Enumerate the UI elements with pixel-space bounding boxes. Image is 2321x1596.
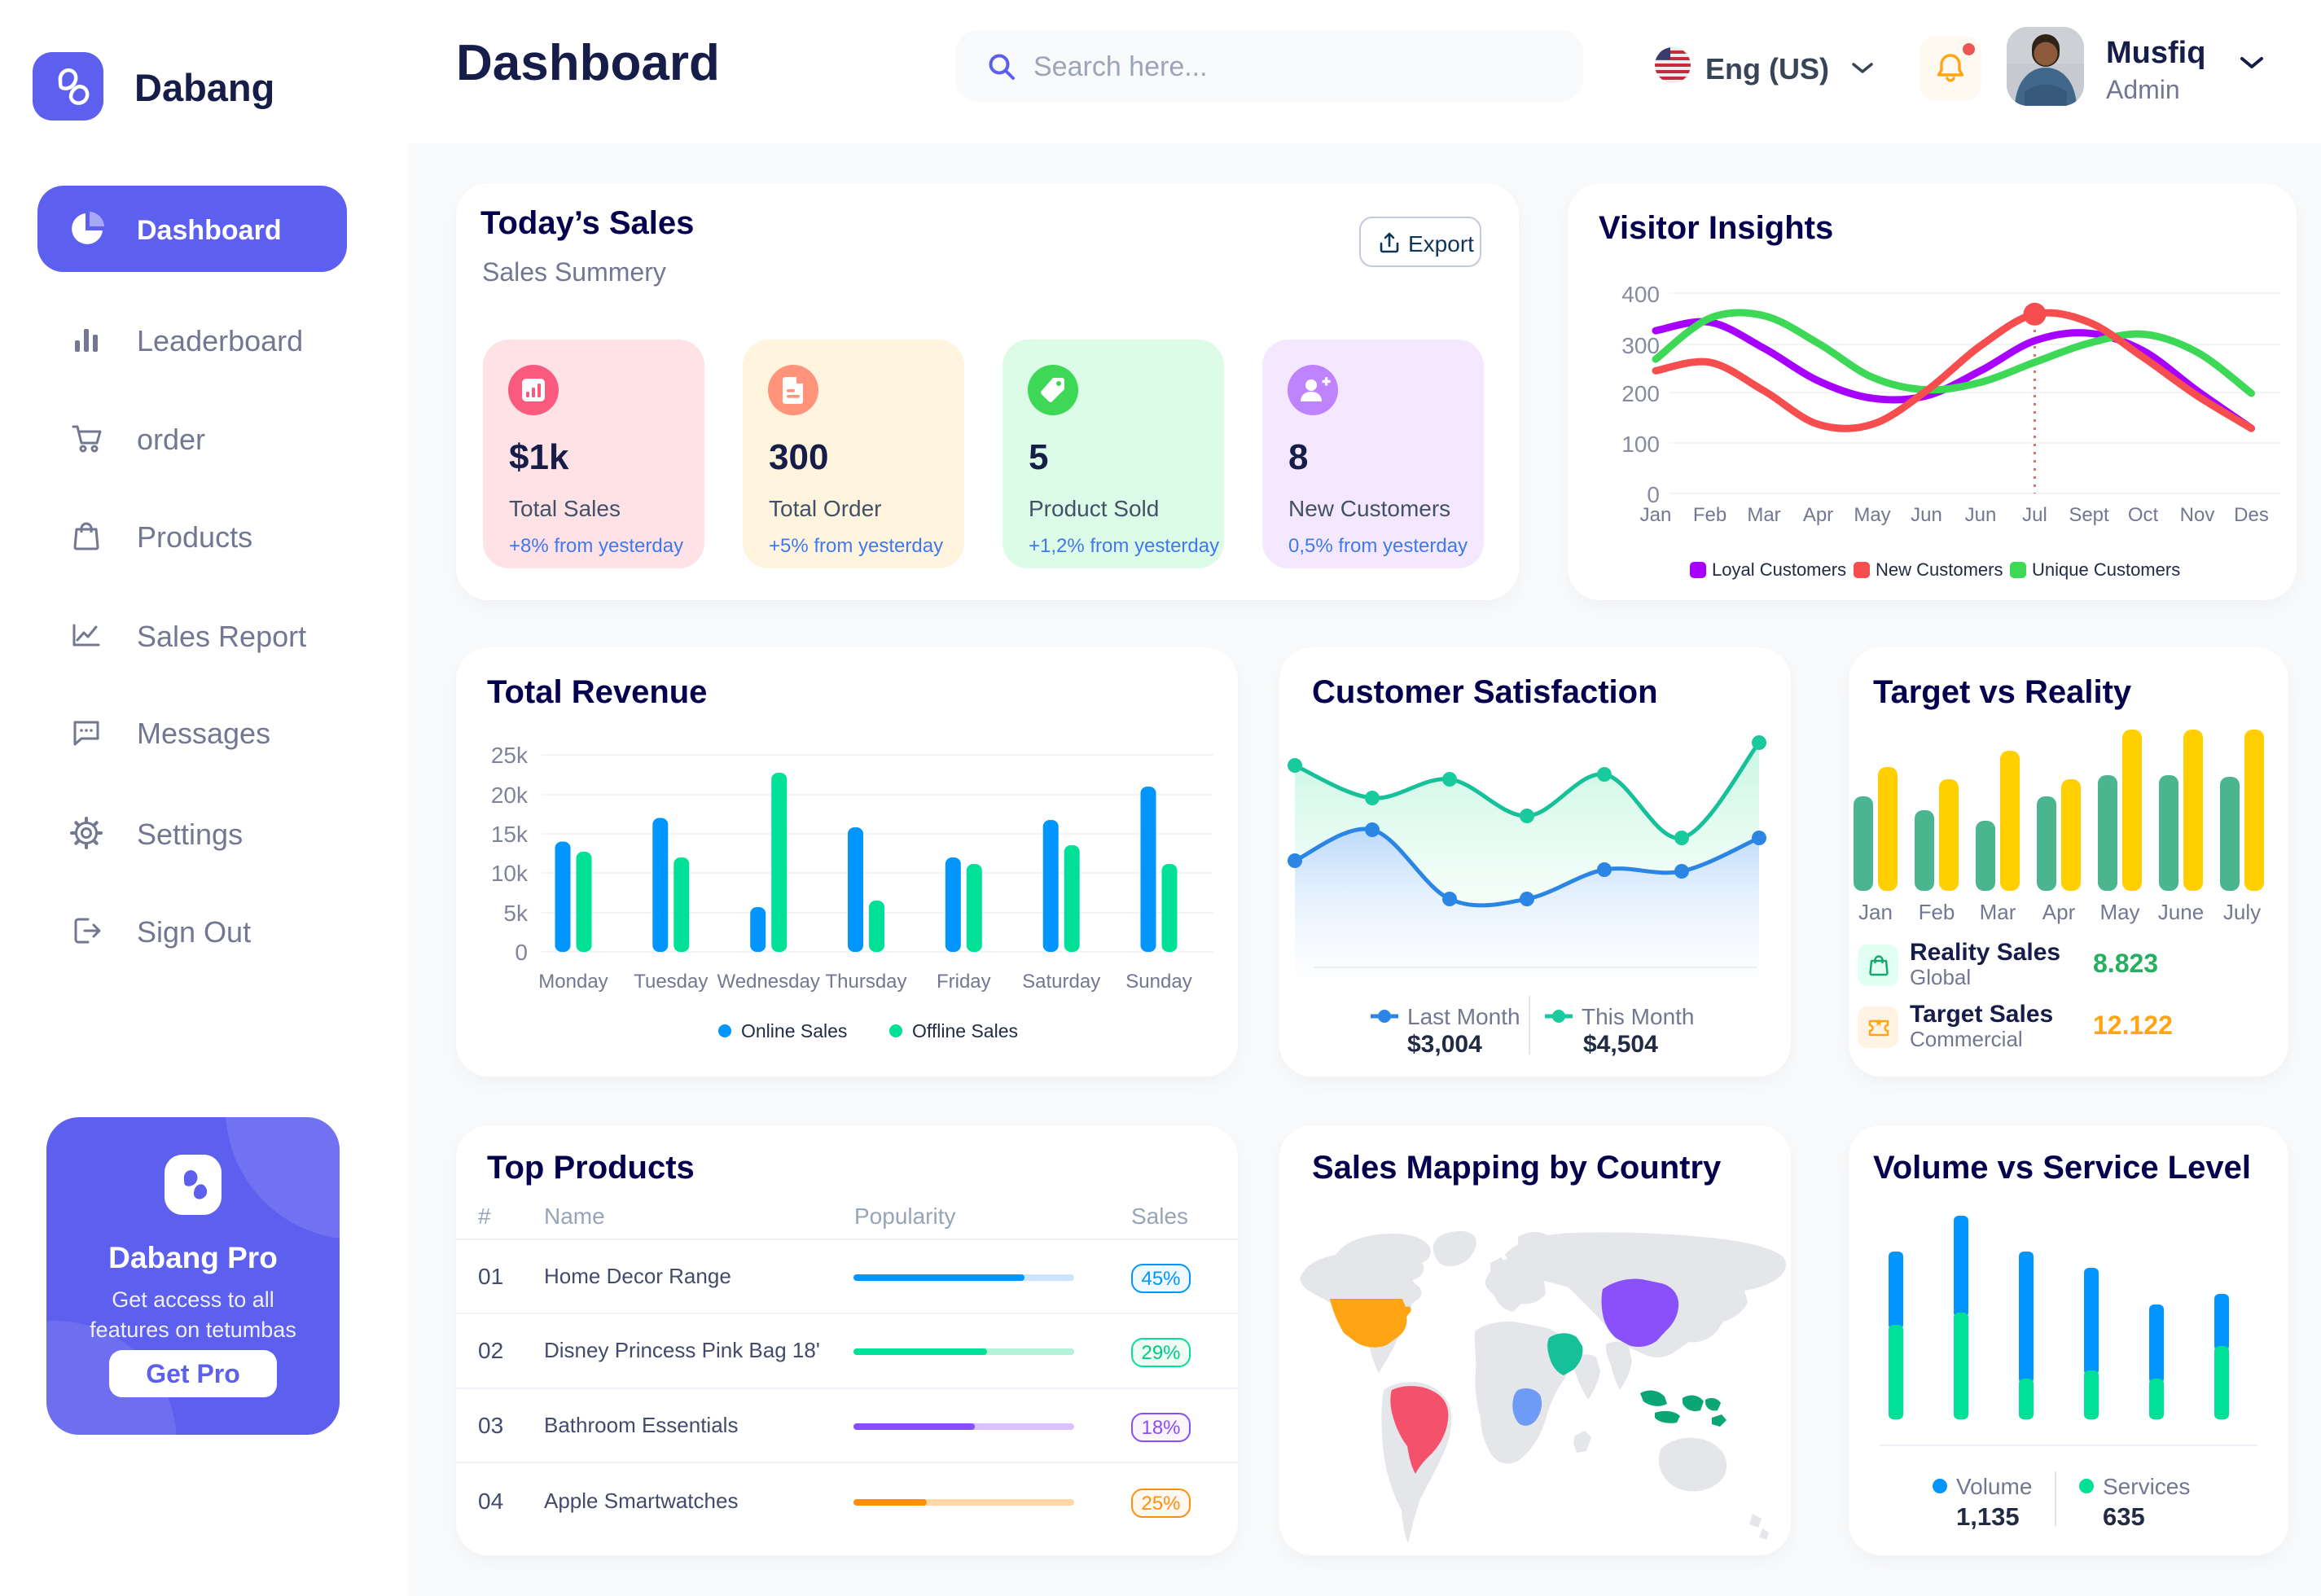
svg-text:Commercial: Commercial [1910, 1027, 2023, 1051]
svg-text:Feb: Feb [1693, 504, 1726, 526]
svg-text:Online Sales: Online Sales [741, 1020, 847, 1041]
svg-text:20k: 20k [491, 783, 529, 808]
svg-text:Thursday: Thursday [825, 971, 906, 993]
svg-text:$4,504: $4,504 [1583, 1031, 1658, 1058]
svg-text:Target Sales: Target Sales [1910, 1001, 2053, 1028]
svg-text:Saturday: Saturday [1022, 971, 1100, 993]
svg-text:200: 200 [1621, 381, 1660, 406]
svg-text:15k: 15k [491, 822, 529, 847]
svg-text:Jan: Jan [1858, 900, 1893, 924]
svg-text:Loyal Customers: Loyal Customers [1712, 559, 1846, 580]
svg-text:Mar: Mar [1747, 504, 1780, 526]
svg-text:June: June [2158, 900, 2204, 924]
svg-text:0: 0 [1647, 482, 1660, 507]
svg-text:10k: 10k [491, 861, 529, 886]
svg-text:Offline Sales: Offline Sales [912, 1020, 1018, 1041]
svg-text:Monday: Monday [538, 971, 608, 993]
svg-text:25k: 25k [491, 743, 529, 768]
svg-text:Apr: Apr [2042, 900, 2076, 924]
svg-text:Sept: Sept [2069, 504, 2109, 526]
svg-text:May: May [1854, 504, 1890, 526]
svg-text:Jul: Jul [2022, 504, 2047, 526]
svg-text:Volume: Volume [1956, 1474, 2032, 1499]
svg-text:0: 0 [515, 940, 528, 965]
svg-text:Apr: Apr [1803, 504, 1833, 526]
svg-text:Jan: Jan [1640, 504, 1672, 526]
svg-text:Jun: Jun [1911, 504, 1942, 526]
svg-text:Unique Customers: Unique Customers [2032, 559, 2180, 580]
svg-text:New Customers: New Customers [1876, 559, 2003, 580]
svg-text:Wednesday: Wednesday [717, 971, 820, 993]
svg-text:635: 635 [2103, 1502, 2145, 1531]
svg-text:Nov: Nov [2180, 504, 2215, 526]
svg-text:Feb: Feb [1919, 900, 1955, 924]
svg-text:5k: 5k [503, 901, 529, 926]
svg-text:Jun: Jun [1965, 504, 1997, 526]
svg-text:Tuesday: Tuesday [634, 971, 708, 993]
svg-text:Sunday: Sunday [1125, 971, 1191, 993]
svg-text:1,135: 1,135 [1956, 1502, 2020, 1531]
svg-text:July: July [2223, 900, 2261, 924]
svg-text:Last Month: Last Month [1407, 1004, 1520, 1029]
svg-text:May: May [2099, 900, 2139, 924]
svg-text:Global: Global [1910, 965, 1971, 989]
svg-text:This Month: This Month [1582, 1004, 1695, 1029]
svg-text:Mar: Mar [1980, 900, 2016, 924]
svg-text:$3,004: $3,004 [1407, 1031, 1482, 1058]
svg-text:12.122: 12.122 [2093, 1011, 2173, 1040]
svg-text:100: 100 [1621, 432, 1660, 457]
svg-text:300: 300 [1621, 333, 1660, 358]
svg-text:Reality Sales: Reality Sales [1910, 939, 2060, 966]
svg-text:Friday: Friday [937, 971, 991, 993]
svg-text:400: 400 [1621, 282, 1660, 307]
svg-text:Des: Des [2234, 504, 2269, 526]
svg-text:Services: Services [2103, 1474, 2190, 1499]
svg-text:Oct: Oct [2128, 504, 2159, 526]
svg-text:8.823: 8.823 [2093, 949, 2158, 978]
